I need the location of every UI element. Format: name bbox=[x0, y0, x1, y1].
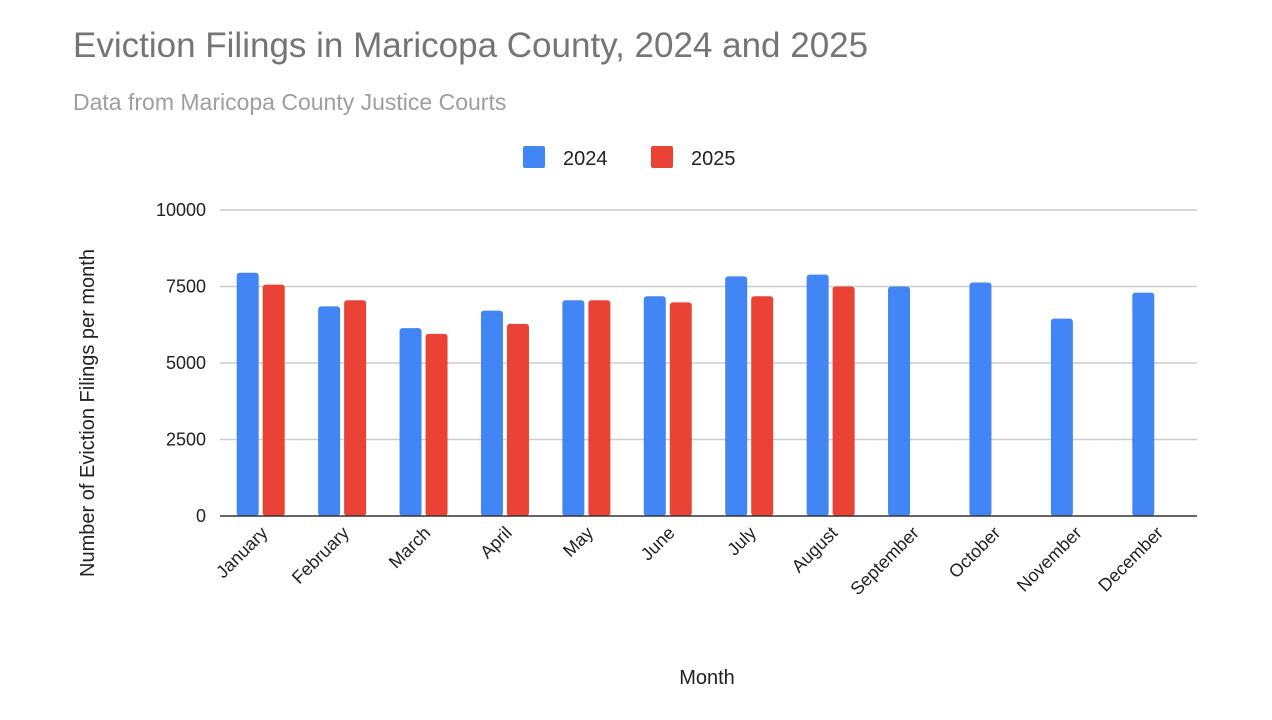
legend-swatch-2025 bbox=[651, 146, 673, 168]
y-tick-label: 5000 bbox=[166, 353, 206, 373]
bar-2024-november bbox=[1050, 318, 1073, 516]
x-tick-label: December bbox=[1094, 523, 1167, 596]
x-tick-label: May bbox=[559, 523, 597, 561]
legend-label-2024: 2024 bbox=[563, 148, 608, 170]
x-tick-label: October bbox=[945, 523, 1004, 582]
bar-2024-february bbox=[318, 306, 341, 516]
bar-2025-february bbox=[344, 300, 367, 516]
bar-2025-may bbox=[588, 300, 611, 516]
x-tick-label: February bbox=[288, 523, 353, 588]
y-tick-label: 0 bbox=[196, 506, 206, 526]
legend-label-2025: 2025 bbox=[691, 148, 736, 170]
x-tick-label: March bbox=[385, 523, 435, 573]
bar-2024-june bbox=[643, 296, 666, 516]
bar-2024-april bbox=[480, 310, 503, 516]
x-axis-title: Month bbox=[679, 667, 735, 689]
x-tick-label: January bbox=[212, 523, 271, 582]
bar-2024-july bbox=[725, 276, 748, 516]
x-tick-label: September bbox=[846, 523, 922, 599]
x-tick-label: July bbox=[723, 523, 760, 560]
bar-2025-july bbox=[751, 296, 774, 516]
x-tick-label: August bbox=[788, 523, 842, 577]
chart-title: Eviction Filings in Maricopa County, 202… bbox=[73, 26, 869, 65]
bar-2024-august bbox=[806, 274, 829, 516]
chart-subtitle: Data from Maricopa County Justice Courts bbox=[73, 89, 507, 115]
bar-2025-april bbox=[506, 323, 529, 516]
bar-2024-march bbox=[399, 328, 422, 516]
bar-2024-january bbox=[236, 272, 259, 516]
x-tick-label: June bbox=[637, 523, 679, 565]
y-tick-label: 7500 bbox=[166, 277, 206, 297]
legend-swatch-2024 bbox=[523, 146, 545, 168]
y-tick-label: 2500 bbox=[166, 430, 206, 450]
bar-2024-december bbox=[1132, 292, 1155, 516]
bar-2025-january bbox=[262, 284, 285, 516]
x-tick-label: November bbox=[1013, 523, 1086, 596]
bar-2024-october bbox=[969, 282, 992, 516]
bar-2024-september bbox=[888, 286, 911, 516]
bar-2025-june bbox=[669, 302, 692, 516]
y-axis-title: Number of Eviction Filings per month bbox=[77, 249, 99, 577]
y-tick-label: 10000 bbox=[156, 200, 206, 220]
x-tick-label: April bbox=[476, 523, 516, 563]
bar-2024-may bbox=[562, 300, 585, 516]
bar-2025-march bbox=[425, 333, 448, 516]
bar-2025-august bbox=[832, 286, 855, 516]
